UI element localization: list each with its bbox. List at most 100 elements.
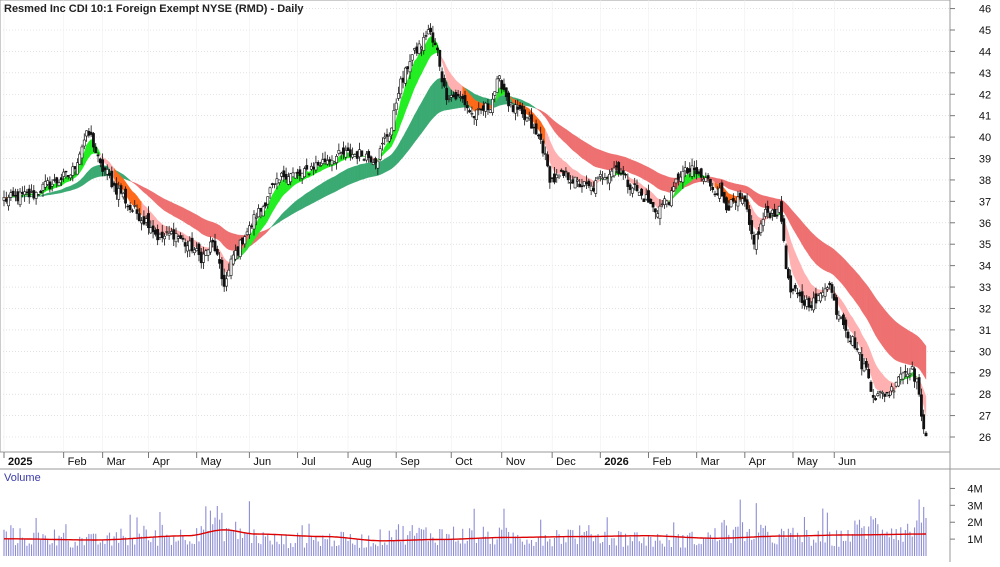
candle-body [645,195,647,199]
candle-body [372,163,374,165]
candle-body [246,232,248,235]
candle-body [65,171,67,172]
long-term-ribbon-segment [142,186,144,192]
long-term-ribbon-segment [419,103,421,136]
long-term-ribbon-segment [564,128,566,143]
long-term-ribbon-segment [403,132,405,157]
candle-body [918,378,920,395]
candle-body [455,92,457,99]
long-term-ribbon-segment [559,125,561,139]
candle-body [803,301,805,306]
candle-body [787,269,789,278]
candle-body [324,159,326,162]
x-tick-label: Feb [68,456,87,468]
long-term-ribbon-segment [915,334,917,367]
long-term-ribbon-segment [823,242,825,270]
long-term-ribbon-segment [637,162,639,177]
candle-body [767,206,769,212]
candle-body [730,200,732,207]
long-term-ribbon-segment [288,206,290,217]
candle-body [264,203,266,206]
candle-body [677,174,679,179]
candle-body [92,133,94,147]
long-term-ribbon-segment [137,184,139,188]
candle-body [496,79,498,92]
long-term-ribbon-segment [791,209,793,229]
long-term-ribbon-segment [575,136,577,154]
candle-body [599,174,601,176]
candle-body [572,180,574,184]
candle-body [590,186,592,190]
candle-body [569,182,571,183]
long-term-ribbon-segment [593,147,595,167]
candle-body [102,160,104,172]
candle-body [874,398,876,400]
short-term-ribbon-segment [426,39,428,65]
candle-body [363,160,365,161]
short-term-ribbon-segment [850,315,852,333]
long-term-ribbon-segment [603,151,605,169]
candle-body [138,214,140,221]
long-term-ribbon-segment [554,121,556,134]
candle-body [248,226,250,235]
candle-body [170,231,172,233]
short-term-ribbon-segment [428,36,430,60]
long-term-ribbon-segment [921,340,923,375]
long-term-ribbon-segment [804,225,806,252]
candle-body [44,182,46,188]
candle-body [835,298,837,315]
long-term-ribbon-segment [433,81,435,118]
candle-body [808,298,810,307]
candle-body [228,270,230,276]
short-term-ribbon-segment [282,180,284,198]
candle-body [443,78,445,86]
long-term-ribbon-segment [814,234,816,263]
candle-body [654,209,656,212]
candle-body [177,237,179,239]
candle-body [785,246,787,269]
long-term-ribbon-segment [210,222,212,238]
long-term-ribbon-segment [135,183,137,186]
x-tick-label: May [797,456,818,468]
candle-body [30,191,32,192]
candle-body [432,33,434,43]
long-term-ribbon-segment [873,294,875,335]
candle-body [700,169,702,178]
candle-body [212,240,214,242]
short-term-ribbon-segment [401,94,403,123]
candle-body [60,178,62,180]
y-tick-label: 45 [979,25,991,37]
candle-body [852,337,854,346]
long-term-ribbon-segment [153,192,155,202]
candle-body [12,191,14,196]
candle-body [845,320,847,331]
candle-body [879,391,881,392]
long-term-ribbon-segment [795,214,797,237]
candle-body [576,180,578,181]
candle-body [551,178,553,179]
long-term-ribbon-segment [635,161,637,176]
y-tick-label: 41 [979,111,991,123]
candle-body [774,209,776,216]
candle-body [154,230,156,234]
candle-body [925,433,927,436]
candle-body [186,246,188,251]
long-term-ribbon-segment [171,202,173,216]
candle-body [627,180,629,187]
long-term-ribbon-segment [788,206,790,225]
candle-body [104,168,106,170]
candle-body [620,173,622,174]
candle-body [329,160,331,162]
candle-body [17,192,19,201]
candle-body [510,102,512,103]
candle-body [783,219,785,241]
long-term-ribbon-segment [793,211,795,232]
long-term-ribbon-segment [197,215,199,231]
candle-body [10,193,12,198]
short-term-ribbon-segment [415,58,417,87]
candle-body [448,99,450,100]
candle-body [629,185,631,190]
x-tick-label: Oct [455,456,472,468]
long-term-ribbon-segment [160,197,162,209]
long-term-ribbon-segment [217,224,219,241]
